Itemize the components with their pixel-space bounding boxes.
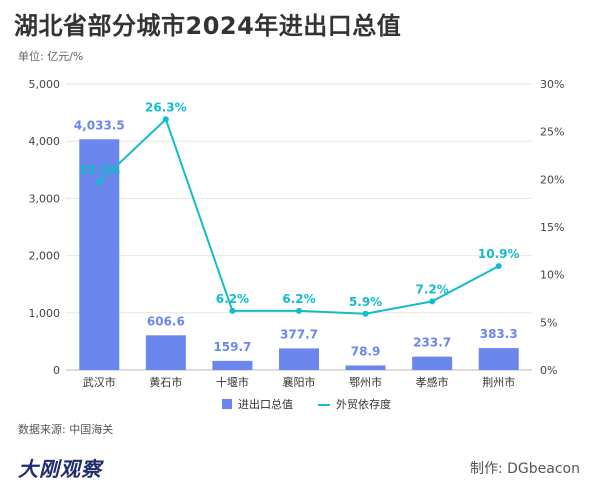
bar [412,356,453,370]
line-point [495,263,502,270]
line-value-label: 7.2% [416,282,449,296]
line-value-label: 26.3% [145,100,187,114]
bar [478,348,519,370]
y-right-tick-label: 10% [540,269,564,282]
line-point [429,298,436,305]
y-left-tick-label: 4,000 [29,135,61,148]
line-point [162,116,169,123]
brand-logo: 大刚观察 [18,457,102,481]
chart-title: 湖北省部分城市2024年进出口总值 [14,12,402,40]
bar-value-label: 78.9 [351,344,381,358]
bar-value-label: 4,033.5 [74,118,125,132]
x-tick-label: 武汉市 [83,375,116,389]
line-value-label: 10.9% [478,247,520,261]
bar-value-label: 233.7 [413,336,451,350]
bar-value-label: 383.3 [480,327,518,341]
bar [279,348,319,370]
legend-label-line: 外贸依存度 [336,397,391,411]
line-point [362,310,369,317]
bar [79,139,120,370]
y-right-tick-label: 30% [540,78,564,91]
x-tick-label: 黄石市 [149,375,182,389]
bar [212,360,253,370]
line-point [96,179,103,186]
data-source: 数据来源: 中国海关 [18,423,114,436]
y-left-tick-label: 5,000 [29,78,61,91]
y-left-tick-label: 3,000 [29,192,61,205]
x-tick-label: 荆州市 [482,375,515,389]
y-left-tick-label: 1,000 [29,307,61,320]
bar-value-label: 159.7 [213,340,251,354]
legend-swatch-bar [222,399,232,409]
y-right-tick-label: 25% [540,126,564,139]
line-point [296,307,302,314]
x-tick-label: 孝感市 [416,375,449,389]
bar [345,365,386,370]
x-tick-label: 襄阳市 [283,375,316,389]
x-tick-label: 鄂州市 [349,375,382,389]
line-value-label: 19.7% [78,163,120,177]
line-value-label: 6.2% [216,292,249,306]
y-right-tick-label: 0% [540,364,557,377]
legend-label-bar: 进出口总值 [238,397,293,411]
line-point [229,307,236,314]
line-value-label: 6.2% [282,292,315,306]
bar [145,335,186,370]
y-left-tick-label: 2,000 [29,250,61,263]
y-right-tick-label: 15% [540,221,564,234]
credit-text: 制作: DGbeacon [469,461,580,477]
unit-label: 单位: 亿元/% [18,50,84,63]
x-tick-label: 十堰市 [216,375,249,389]
bar-value-label: 606.6 [147,314,185,328]
bar-value-label: 377.7 [280,327,318,341]
y-left-tick-label: 0 [53,364,60,377]
line-value-label: 5.9% [349,295,382,309]
y-right-tick-label: 20% [540,173,564,186]
y-right-tick-label: 5% [540,316,557,329]
